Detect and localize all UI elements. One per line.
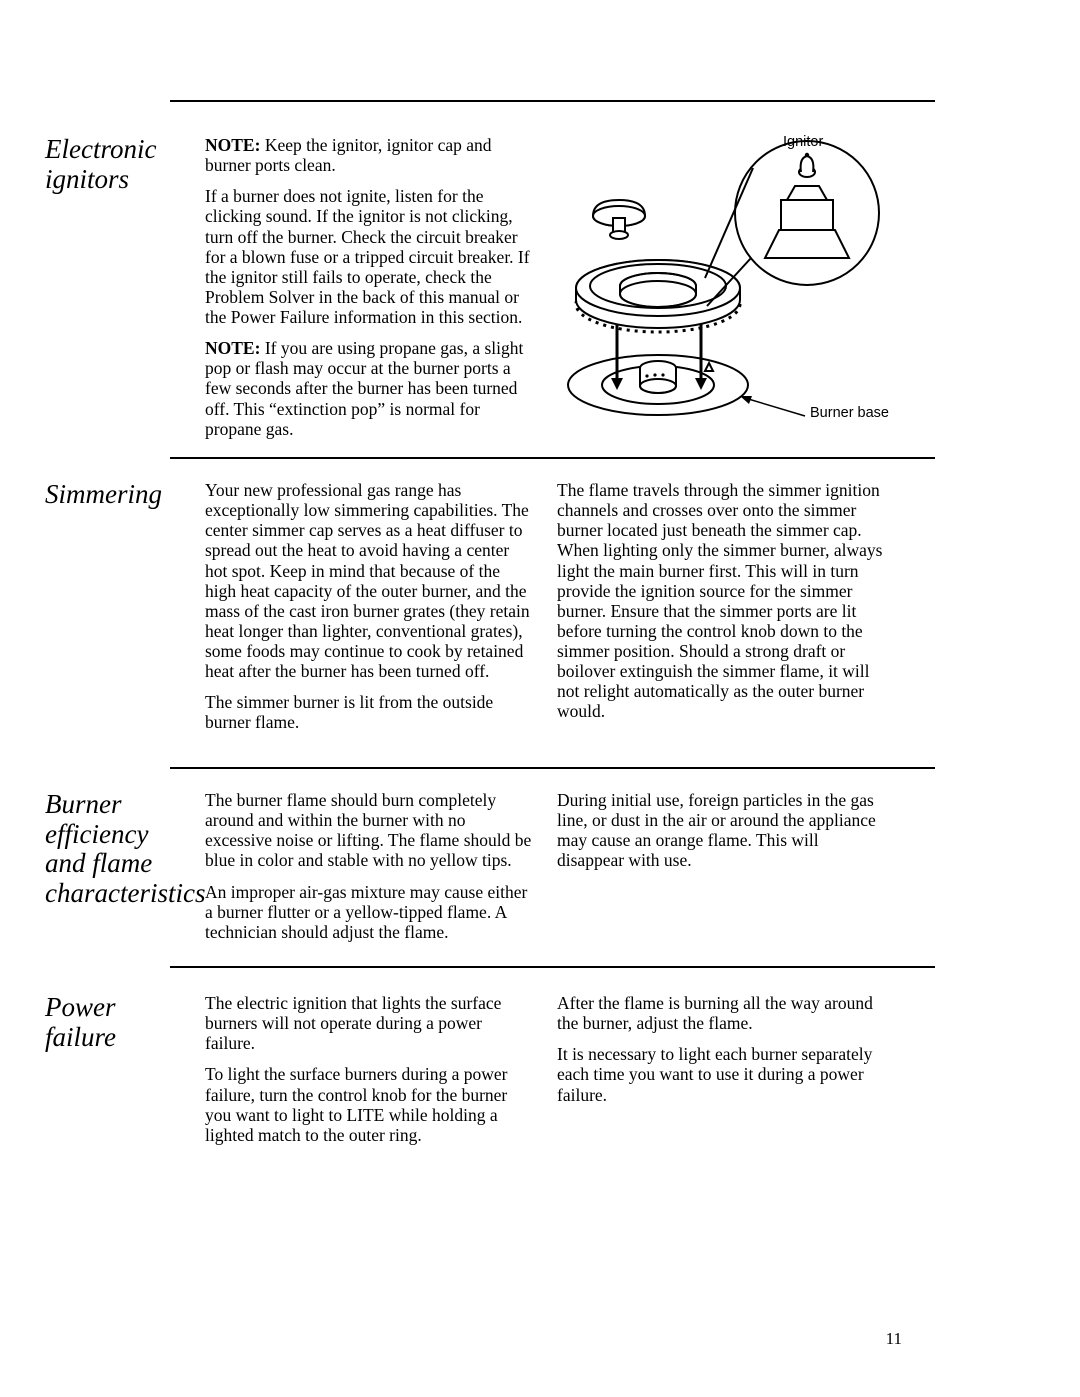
note-lead: NOTE: xyxy=(205,135,260,155)
paragraph: NOTE: If you are using propane gas, a sl… xyxy=(205,338,535,439)
paragraph-text: The simmer burner is lit from the outsid… xyxy=(205,692,493,732)
paragraph: Your new professional gas range has exce… xyxy=(205,480,535,681)
body-col-1: Your new professional gas range has exce… xyxy=(205,480,535,733)
paragraph: After the flame is burning all the way a… xyxy=(557,993,887,1033)
paragraph: The burner flame should burn completely … xyxy=(205,790,535,871)
paragraph-text: The burner flame should burn completely … xyxy=(205,790,531,870)
paragraph-text: Your new professional gas range has exce… xyxy=(205,480,530,681)
paragraph-text: The electric ignition that lights the su… xyxy=(205,993,501,1053)
paragraph: During initial use, foreign particles in… xyxy=(557,790,887,871)
paragraph-text: During initial use, foreign particles in… xyxy=(557,790,876,870)
paragraph-text: It is necessary to light each burner sep… xyxy=(557,1044,872,1104)
page-number: 11 xyxy=(886,1329,902,1349)
section-burner-efficiency: Burner efficiency and flame characterist… xyxy=(45,790,935,942)
section-heading: Burner efficiency and flame characterist… xyxy=(45,790,185,909)
paragraph: An improper air-gas mixture may cause ei… xyxy=(205,882,535,942)
section-divider xyxy=(170,767,935,769)
paragraph-text: After the flame is burning all the way a… xyxy=(557,993,873,1033)
paragraph-text: An improper air-gas mixture may cause ei… xyxy=(205,882,527,942)
paragraph: The electric ignition that lights the su… xyxy=(205,993,535,1053)
burner-diagram: Ignitor Burner base xyxy=(555,128,945,448)
section-divider xyxy=(170,966,935,968)
diagram-label-base: Burner base xyxy=(810,405,889,421)
paragraph: It is necessary to light each burner sep… xyxy=(557,1044,887,1104)
body-col-1: The burner flame should burn completely … xyxy=(205,790,535,942)
section-power-failure: Power failure The electric ignition that… xyxy=(45,993,935,1145)
paragraph-text: The flame travels through the simmer ign… xyxy=(557,480,882,721)
section-simmering: Simmering Your new professional gas rang… xyxy=(45,480,935,733)
paragraph: The flame travels through the simmer ign… xyxy=(557,480,887,722)
body-col-1: The electric ignition that lights the su… xyxy=(205,993,535,1145)
body-col-2: After the flame is burning all the way a… xyxy=(557,993,887,1145)
body-col-1: NOTE: Keep the ignitor, ignitor cap and … xyxy=(205,135,535,439)
paragraph: To light the surface burners during a po… xyxy=(205,1064,535,1145)
note-lead: NOTE: xyxy=(205,338,260,358)
paragraph: The simmer burner is lit from the outsid… xyxy=(205,692,535,732)
section-divider xyxy=(170,100,935,102)
section-divider xyxy=(170,457,935,459)
section-heading: Electronic ignitors xyxy=(45,135,185,194)
paragraph: If a burner does not ignite, listen for … xyxy=(205,186,535,327)
paragraph-text: To light the surface burners during a po… xyxy=(205,1064,508,1144)
burner-diagram-svg xyxy=(555,128,945,448)
body-col-2: The flame travels through the simmer ign… xyxy=(557,480,887,733)
section-heading: Simmering xyxy=(45,480,185,510)
body-col-2: During initial use, foreign particles in… xyxy=(557,790,887,942)
section-heading: Power failure xyxy=(45,993,185,1052)
diagram-label-ignitor: Ignitor xyxy=(783,134,823,150)
paragraph-text: If a burner does not ignite, listen for … xyxy=(205,186,530,327)
paragraph: NOTE: Keep the ignitor, ignitor cap and … xyxy=(205,135,535,175)
